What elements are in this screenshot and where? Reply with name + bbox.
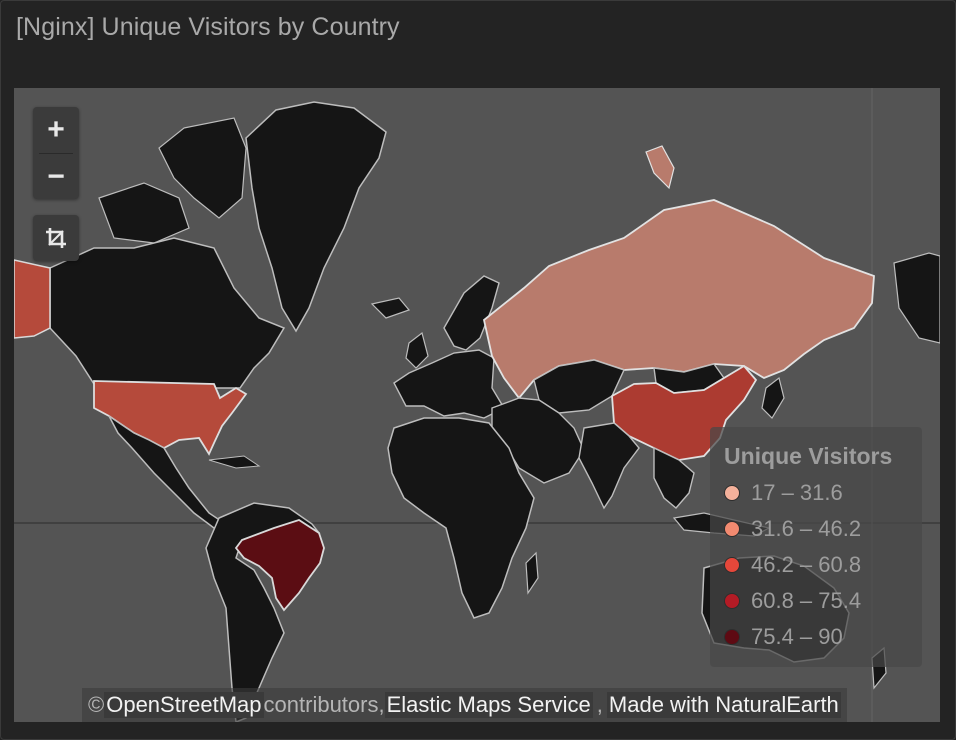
crop-icon [46, 228, 66, 248]
country-canada-islands-2[interactable] [98, 182, 190, 244]
zoom-in-button[interactable]: + [47, 113, 65, 146]
country-greenland[interactable] [245, 101, 387, 333]
legend-label: 60.8 – 75.4 [751, 588, 862, 613]
legend-swatch [724, 485, 740, 501]
legend-item: 31.6 – 46.2 [724, 515, 861, 543]
country-madagascar[interactable] [525, 551, 539, 595]
country-scandinavia[interactable] [443, 275, 500, 351]
country-russia-far-east[interactable] [893, 252, 940, 344]
country-iceland[interactable] [370, 297, 411, 319]
country-southeast-asia[interactable] [653, 446, 695, 509]
legend-label: 17 – 31.6 [751, 480, 843, 505]
zoom-controls: + − [33, 107, 79, 199]
country-europe[interactable] [393, 349, 505, 419]
map-attribution: © OpenStreetMap contributors, Elastic Ma… [82, 688, 847, 722]
attribution-comma: , [596, 692, 603, 717]
country-united-kingdom[interactable] [405, 331, 429, 369]
fit-data-bounds-button[interactable] [33, 215, 79, 261]
legend-item: 46.2 – 60.8 [724, 551, 861, 579]
legend-item: 17 – 31.6 [724, 479, 843, 507]
zoom-out-button[interactable]: − [47, 160, 65, 193]
attribution-contributors: contributors, [263, 692, 385, 717]
legend-label: 75.4 – 90 [751, 624, 843, 649]
country-cuba[interactable] [208, 455, 261, 469]
legend-label: 31.6 – 46.2 [751, 516, 862, 541]
zoom-divider [39, 153, 73, 154]
map-legend: Unique Visitors 17 – 31.6 31.6 – 46.2 46… [710, 427, 922, 667]
country-canada-islands[interactable] [158, 117, 247, 219]
legend-swatch [724, 521, 740, 537]
country-united-states[interactable] [93, 380, 248, 456]
legend-title: Unique Visitors [724, 443, 893, 469]
legend-label: 46.2 – 60.8 [751, 552, 862, 577]
legend-swatch [724, 593, 740, 609]
natural-earth-link[interactable]: Made with NaturalEarth [606, 692, 841, 718]
attribution-prefix: © [88, 692, 105, 717]
legend-item: 75.4 – 90 [724, 623, 843, 651]
country-russia[interactable] [482, 199, 875, 400]
elastic-maps-service-link[interactable]: Elastic Maps Service [384, 692, 593, 718]
legend-item: 60.8 – 75.4 [724, 587, 861, 615]
legend-swatch [724, 629, 740, 645]
country-africa[interactable] [387, 417, 535, 619]
country-south-america[interactable] [205, 502, 321, 722]
country-canada[interactable] [49, 237, 286, 389]
openstreetmap-link[interactable]: OpenStreetMap [104, 692, 264, 718]
country-alaska[interactable] [14, 259, 51, 339]
legend-swatch [724, 557, 740, 573]
country-brazil[interactable] [234, 519, 325, 612]
panel-title: [Nginx] Unique Visitors by Country [16, 13, 400, 41]
country-novaya-zemlya[interactable] [645, 145, 675, 190]
country-india[interactable] [578, 422, 640, 510]
country-japan[interactable] [761, 376, 785, 419]
